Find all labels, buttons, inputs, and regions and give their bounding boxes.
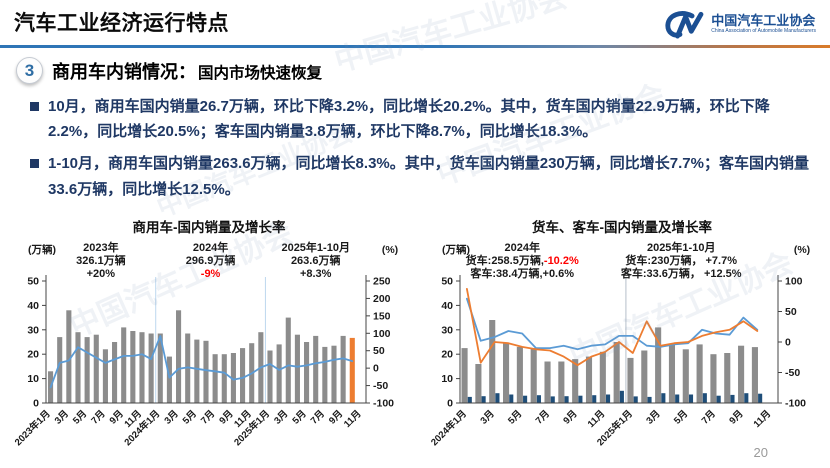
chart-title: 商用车-国内销量及增长率 — [132, 220, 286, 235]
svg-text:9月: 9月 — [727, 408, 745, 426]
svg-text:20: 20 — [27, 349, 39, 361]
svg-text:5月: 5月 — [290, 408, 308, 426]
bullet-list: 10月，商用车国内销量26.7万辆，环比下降3.2%，同比增长20.2%。其中，… — [30, 94, 812, 202]
bullet-marker-icon — [30, 102, 39, 111]
svg-text:0: 0 — [373, 363, 379, 375]
svg-text:客车:38.4万辆,+0.6%: 客车:38.4万辆,+0.6% — [469, 266, 574, 280]
bullet-marker-icon — [30, 159, 39, 169]
logo-name-cn: 中国汽车工业协会 — [711, 12, 816, 28]
section-title: 商用车内销情况： 国内市场快速恢复 — [52, 58, 322, 84]
svg-text:7月: 7月 — [89, 408, 107, 426]
svg-text:50: 50 — [441, 276, 453, 288]
svg-text:0: 0 — [785, 337, 791, 349]
svg-text:2023年1月: 2023年1月 — [12, 408, 53, 449]
svg-text:(%): (%) — [382, 244, 398, 256]
svg-text:(万辆): (万辆) — [28, 243, 56, 256]
commercial-vehicle-chart-plot: 0 10 20 30 40 50 -100 -50 0 50 100 150 200 250 2023年1月… — [12, 240, 398, 449]
header-divider — [0, 45, 830, 48]
svg-text:50: 50 — [785, 306, 797, 318]
svg-text:50: 50 — [27, 276, 39, 288]
svg-text:3月: 3月 — [644, 408, 662, 426]
section-title-main: 商用车内销情况： — [52, 61, 196, 82]
svg-text:-100: -100 — [373, 398, 394, 410]
svg-text:2023年: 2023年 — [83, 240, 118, 254]
svg-text:150: 150 — [373, 310, 391, 322]
svg-text:30: 30 — [441, 324, 453, 336]
svg-text:10: 10 — [441, 373, 453, 385]
svg-text:2025年1-10月: 2025年1-10月 — [281, 240, 350, 254]
svg-text:(%): (%) — [794, 244, 810, 256]
svg-text:+20%: +20% — [87, 268, 116, 280]
chart-commercial-vehicle: 商用车-国内销量及增长率 0 10 20 30 40 50 -100 -50 0 50 100 150… — [6, 219, 412, 466]
truck-bus-chart-plot: 0 10 20 30 40 50 -100 -50 0 50 100 2024年1月 3月 5月 7月 9月 1… — [428, 240, 810, 449]
svg-text:100: 100 — [785, 276, 803, 288]
svg-text:货车:258.5万辆,-10.2%: 货车:258.5万辆,-10.2% — [465, 253, 579, 267]
svg-text:0: 0 — [447, 398, 453, 410]
bullet-item: 10月，商用车国内销量26.7万辆，环比下降3.2%，同比增长20.2%。其中，… — [30, 94, 812, 144]
svg-text:-50: -50 — [785, 367, 800, 379]
svg-text:(万辆): (万辆) — [442, 243, 470, 256]
svg-text:5月: 5月 — [672, 408, 690, 426]
bullet-text: 10月，商用车国内销量26.7万辆，环比下降3.2%，同比增长20.2%。其中，… — [48, 98, 770, 141]
svg-text:客车:33.6万辆， +12.5%: 客车:33.6万辆， +12.5% — [620, 266, 742, 280]
svg-text:3月: 3月 — [478, 408, 496, 426]
section-title-sub: 国内市场快速恢复 — [198, 64, 323, 82]
charts-row: 商用车-国内销量及增长率 0 10 20 30 40 50 -100 -50 0 50 100 150… — [6, 219, 830, 466]
section-number-badge: 3 — [16, 57, 43, 84]
svg-text:+8.3%: +8.3% — [300, 268, 332, 280]
bullet-text: 1-10月，商用车国内销量263.6万辆，同比增长8.3%。其中，货车国内销量2… — [48, 155, 809, 198]
svg-text:40: 40 — [441, 300, 453, 312]
svg-text:40: 40 — [27, 300, 39, 312]
svg-text:7月: 7月 — [700, 408, 718, 426]
svg-text:296.9万辆: 296.9万辆 — [186, 253, 236, 267]
svg-text:货车:230万辆， +7.7%: 货车:230万辆， +7.7% — [624, 253, 737, 267]
svg-text:200: 200 — [373, 293, 391, 305]
caam-logo-icon — [665, 11, 704, 39]
svg-text:30: 30 — [27, 324, 39, 336]
svg-text:9月: 9月 — [561, 408, 579, 426]
svg-text:3月: 3月 — [53, 408, 71, 426]
svg-text:2025年1-10月: 2025年1-10月 — [647, 240, 716, 254]
svg-text:7月: 7月 — [309, 408, 327, 426]
svg-text:100: 100 — [373, 328, 391, 340]
svg-text:11月: 11月 — [586, 408, 608, 430]
caam-logo: 中国汽车工业协会 China Association of Automobile… — [663, 9, 816, 39]
section-heading: 3 商用车内销情况： 国内市场快速恢复 — [16, 57, 830, 84]
page-title: 汽车工业经济运行特点 — [14, 12, 229, 35]
svg-text:-50: -50 — [373, 380, 388, 392]
svg-text:11月: 11月 — [752, 408, 774, 430]
svg-text:20: 20 — [441, 349, 453, 361]
svg-text:7月: 7月 — [534, 408, 552, 426]
bullet-item: 1-10月，商用车国内销量263.6万辆，同比增长8.3%。其中，货车国内销量2… — [30, 151, 812, 201]
svg-text:50: 50 — [373, 345, 385, 357]
svg-text:263.6万辆: 263.6万辆 — [291, 253, 341, 267]
svg-text:5月: 5月 — [506, 408, 524, 426]
svg-text:10: 10 — [27, 373, 39, 385]
svg-text:11月: 11月 — [342, 408, 364, 430]
svg-text:-100: -100 — [785, 398, 806, 410]
svg-text:326.1万辆: 326.1万辆 — [76, 253, 126, 267]
svg-text:2024年: 2024年 — [504, 240, 539, 254]
svg-text:5月: 5月 — [181, 408, 199, 426]
svg-text:3月: 3月 — [272, 408, 290, 426]
svg-text:0: 0 — [33, 398, 39, 410]
svg-text:250: 250 — [373, 276, 391, 288]
chart-title: 货车、客车-国内销量及增长率 — [532, 220, 712, 235]
svg-text:2024年1月: 2024年1月 — [428, 408, 469, 449]
chart-truck-bus: 货车、客车-国内销量及增长率 0 10 20 30 40 50 -100 -50 0 50 100 2… — [420, 219, 824, 466]
svg-text:-9%: -9% — [201, 268, 221, 280]
svg-text:2024年: 2024年 — [193, 240, 228, 254]
svg-text:5月: 5月 — [71, 408, 89, 426]
svg-text:7月: 7月 — [199, 408, 217, 426]
header: 汽车工业经济运行特点 中国汽车工业协会 China Association of… — [0, 0, 830, 45]
logo-name-en: China Association of Automobile Manufact… — [711, 28, 816, 35]
svg-text:3月: 3月 — [162, 408, 180, 426]
page-number: 20 — [753, 445, 768, 460]
